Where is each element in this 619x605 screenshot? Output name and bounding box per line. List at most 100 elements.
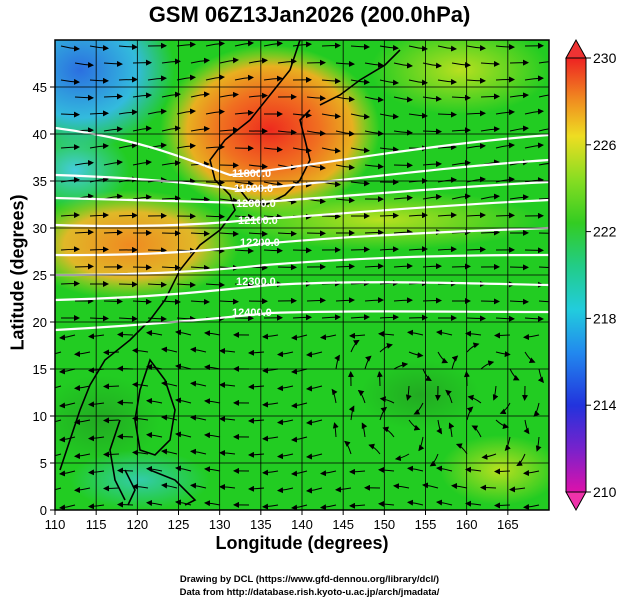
streamline: [59, 470, 76, 477]
streamline: [190, 264, 210, 271]
streamline: [306, 95, 326, 102]
contour-label: 12000.0: [236, 198, 276, 210]
streamline: [393, 483, 410, 490]
streamline: [132, 298, 152, 305]
streamline: [219, 298, 239, 305]
streamline: [335, 96, 355, 103]
streamline: [234, 247, 254, 254]
streamline: [146, 465, 163, 472]
streamline: [538, 197, 549, 200]
streamline: [445, 389, 453, 404]
streamline: [494, 502, 511, 509]
streamline: [60, 246, 80, 253]
streamline: [451, 127, 471, 134]
streamline: [205, 144, 225, 151]
streamline: [74, 487, 91, 494]
streamline: [117, 331, 134, 338]
streamline: [538, 300, 549, 303]
streamline: [321, 78, 341, 85]
streamline: [436, 465, 453, 472]
streamline: [480, 126, 500, 133]
streamline: [248, 92, 268, 99]
streamline: [321, 314, 341, 321]
streamline: [321, 113, 341, 120]
contour-label: 11900.0: [234, 183, 273, 195]
x-tick-label: 160: [456, 517, 478, 532]
streamline: [204, 432, 221, 439]
streamline: [350, 246, 370, 253]
streamline: [103, 93, 123, 100]
streamline: [190, 57, 210, 64]
streamline: [378, 500, 395, 507]
y-tick-label: 40: [33, 127, 47, 142]
streamline: [350, 113, 370, 120]
streamline: [379, 113, 399, 120]
streamline: [219, 381, 236, 388]
streamline: [466, 45, 486, 52]
streamline: [466, 246, 486, 253]
streamline: [306, 351, 323, 358]
x-tick-label: 155: [415, 517, 437, 532]
streamline: [60, 176, 80, 183]
streamline: [161, 414, 178, 421]
colorbar-top-arrow: [565, 38, 587, 59]
streamline: [262, 503, 279, 510]
streamline: [263, 247, 283, 254]
streamline: [523, 419, 530, 435]
streamline: [394, 453, 410, 462]
streamline: [344, 440, 352, 455]
streamline: [495, 212, 515, 219]
streamline: [379, 343, 393, 353]
streamline: [320, 504, 337, 510]
streamline: [306, 453, 323, 460]
streamline: [89, 77, 109, 84]
streamline: [175, 431, 192, 438]
streamline: [364, 163, 384, 170]
streamline: [132, 415, 149, 422]
streamline: [379, 146, 399, 153]
x-tick-label: 115: [86, 517, 107, 532]
streamline: [146, 431, 163, 438]
streamline: [277, 351, 294, 358]
streamline: [277, 58, 297, 65]
streamline: [103, 159, 123, 166]
colorbar-tick-label: 210: [593, 484, 617, 500]
streamline: [350, 79, 370, 86]
streamline: [190, 298, 210, 305]
streamline: [291, 504, 308, 510]
streamline: [451, 482, 468, 489]
x-axis-label: Longitude (degrees): [215, 533, 389, 553]
streamline: [74, 159, 94, 166]
y-axis-label: Latitude (degrees): [7, 194, 28, 351]
streamline: [537, 368, 544, 384]
streamline: [524, 315, 544, 322]
streamline: [175, 397, 192, 404]
streamline: [263, 146, 283, 153]
streamline: [219, 230, 239, 237]
streamline: [248, 163, 268, 170]
streamline: [161, 380, 178, 387]
contour-label: 12100.0: [238, 215, 278, 227]
streamline: [248, 349, 265, 356]
streamline: [59, 402, 76, 409]
x-axis-ticks: 110 115 120 125 130 135 140 145 150 155 160 165: [45, 510, 519, 532]
streamline: [350, 180, 370, 187]
streamline: [262, 333, 279, 340]
streamline: [59, 436, 76, 443]
x-tick-label: 140: [291, 517, 313, 532]
streamline: [248, 417, 265, 424]
streamline: [60, 111, 80, 118]
streamline: [538, 94, 549, 98]
streamline: [480, 360, 495, 370]
streamline: [306, 385, 323, 392]
streamline: [146, 329, 163, 336]
streamline: [335, 197, 355, 204]
streamline: [437, 78, 457, 85]
streamline: [132, 449, 149, 456]
streamline: [263, 181, 283, 188]
streamline: [89, 143, 109, 150]
streamline: [350, 339, 360, 353]
streamline: [146, 397, 163, 404]
streamline: [132, 125, 152, 132]
streamline: [422, 95, 442, 102]
